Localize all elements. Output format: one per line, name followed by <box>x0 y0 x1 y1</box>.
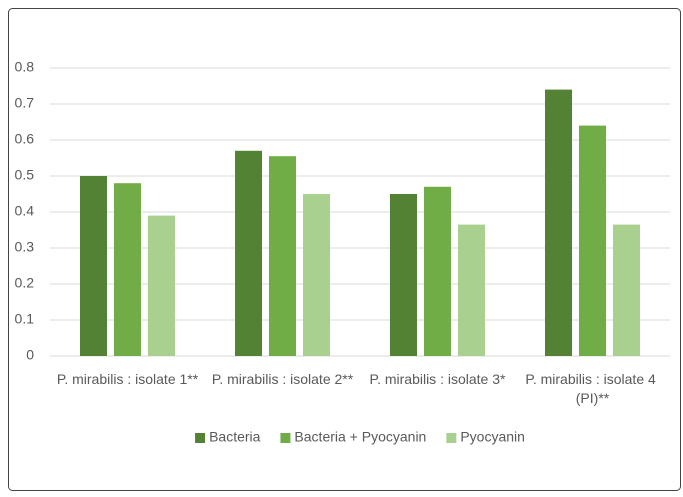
legend-swatch <box>195 433 206 443</box>
y-tick-label: 0.1 <box>15 311 35 327</box>
legend-swatch <box>280 433 291 443</box>
bar <box>458 224 485 356</box>
y-tick-label: 0.6 <box>15 131 35 147</box>
bar <box>235 150 262 356</box>
legend-label: Bacteria <box>209 429 261 445</box>
legend: Bacteria Bacteria + Pyocyanin Pyocyanin <box>195 429 525 445</box>
x-tick-label: P. mirabilis : isolate 2** <box>212 371 354 387</box>
x-tick-line: (PI)** <box>576 390 610 406</box>
legend-swatch <box>446 433 457 443</box>
x-tick-label: P. mirabilis : isolate 3* <box>370 371 506 387</box>
y-tick-label: 0.7 <box>15 95 35 111</box>
x-tick-label: P. mirabilis : isolate 1** <box>57 371 199 387</box>
bar <box>80 176 107 356</box>
y-tick-label: 0 <box>26 347 34 363</box>
y-tick-label: 0.4 <box>15 203 35 219</box>
x-tick-label: P. mirabilis : isolate 4 (PI)** <box>525 371 659 406</box>
x-tick-line: P. mirabilis : isolate 3* <box>370 371 506 387</box>
bar <box>579 125 606 356</box>
x-tick-line: P. mirabilis : isolate 4 <box>525 371 659 387</box>
y-tick-label: 0.2 <box>15 275 35 291</box>
bar <box>148 215 175 356</box>
legend-label: Bacteria + Pyocyanin <box>294 429 426 445</box>
bar <box>114 183 141 356</box>
bar <box>390 194 417 356</box>
legend-label: Pyocyanin <box>460 429 525 445</box>
x-tick-line: P. mirabilis : isolate 1** <box>57 371 199 387</box>
y-tick-label: 0.3 <box>15 239 35 255</box>
chart-frame <box>8 8 681 491</box>
bar <box>545 89 572 356</box>
x-tick-line: P. mirabilis : isolate 2** <box>212 371 354 387</box>
bar <box>303 194 330 356</box>
y-tick-label: 0.5 <box>15 167 35 183</box>
bar <box>424 186 451 356</box>
bar <box>613 224 640 356</box>
bar <box>269 156 296 356</box>
y-tick-label: 0.8 <box>15 59 35 75</box>
